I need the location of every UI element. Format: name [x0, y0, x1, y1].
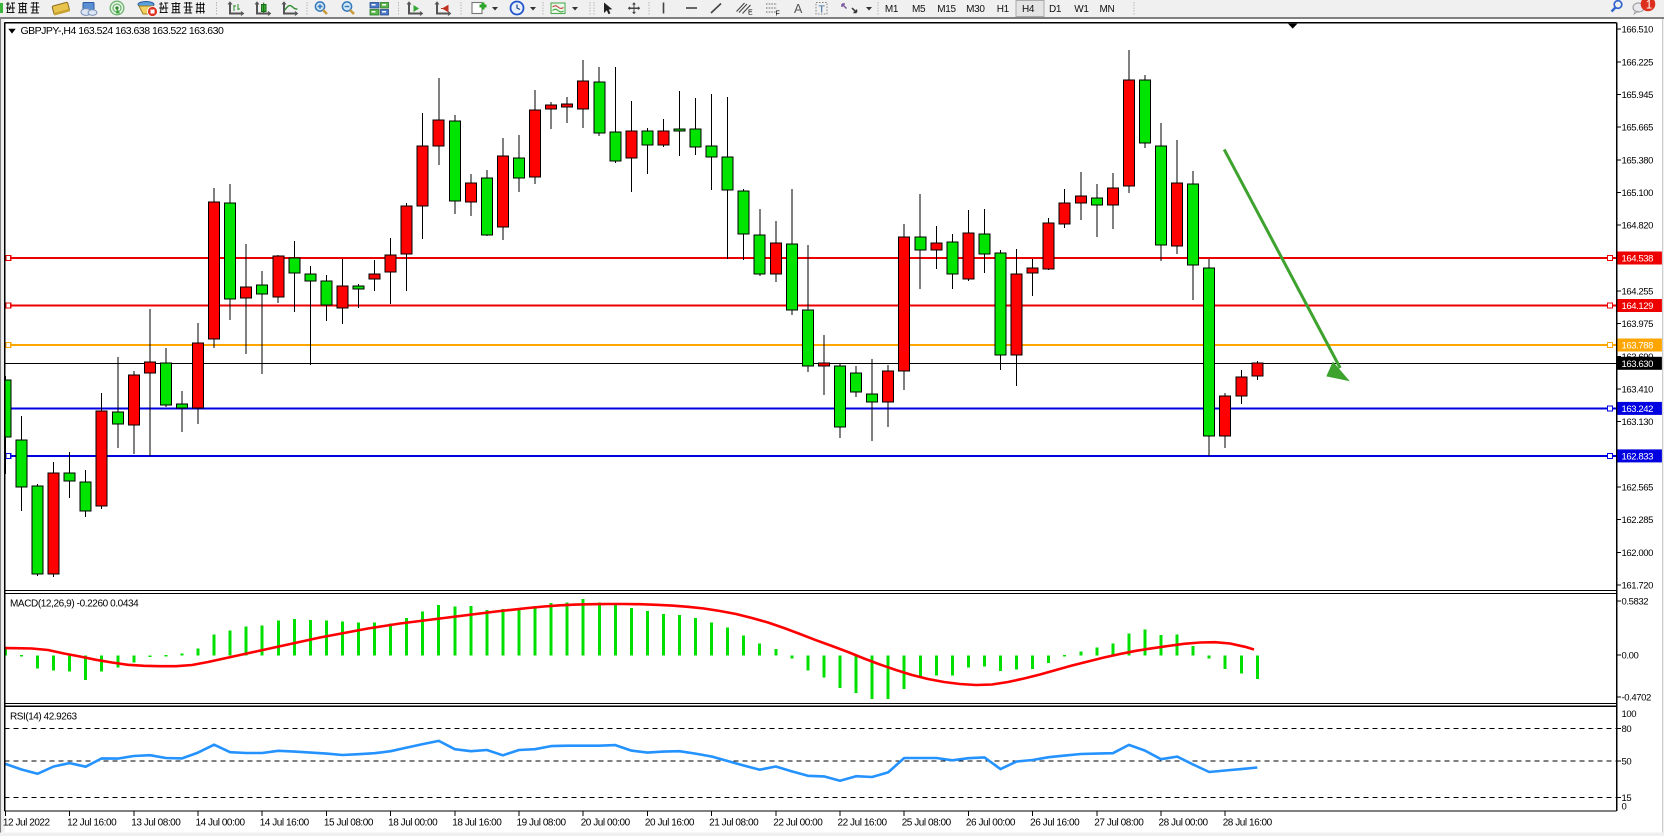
svg-text:165.380: 165.380 — [1622, 156, 1654, 167]
svg-text:165.945: 165.945 — [1622, 90, 1654, 101]
svg-text:166.225: 166.225 — [1622, 58, 1654, 69]
svg-text:A: A — [794, 2, 803, 16]
svg-text:H1: H1 — [997, 4, 1010, 15]
svg-text:163.410: 163.410 — [1622, 384, 1654, 395]
svg-text:22 Jul 00:00: 22 Jul 00:00 — [773, 818, 823, 829]
svg-text:27 Jul 08:00: 27 Jul 08:00 — [1094, 818, 1144, 829]
svg-text:164.255: 164.255 — [1622, 286, 1654, 297]
svg-text:E: E — [748, 10, 753, 17]
svg-text:18 Jul 00:00: 18 Jul 00:00 — [388, 818, 438, 829]
svg-text:162.833: 162.833 — [1622, 451, 1654, 462]
svg-text:15 Jul 08:00: 15 Jul 08:00 — [324, 818, 374, 829]
svg-text:161.720: 161.720 — [1622, 581, 1654, 592]
svg-text:163.630: 163.630 — [1622, 359, 1654, 370]
svg-text:20 Jul 00:00: 20 Jul 00:00 — [581, 818, 631, 829]
svg-text:GBPJPY-,H4 163.524 163.638 16: GBPJPY-,H4 163.524 163.638 163.522 163.6… — [21, 25, 224, 37]
svg-text:RSI(14) 42.9263: RSI(14) 42.9263 — [10, 712, 78, 723]
svg-text:0: 0 — [1622, 802, 1627, 813]
svg-text:M1: M1 — [885, 4, 899, 15]
svg-text:13 Jul 08:00: 13 Jul 08:00 — [131, 818, 181, 829]
svg-text:14 Jul 16:00: 14 Jul 16:00 — [260, 818, 310, 829]
svg-text:26 Jul 00:00: 26 Jul 00:00 — [966, 818, 1016, 829]
svg-text:D1: D1 — [1049, 4, 1062, 15]
svg-text:164.538: 164.538 — [1622, 254, 1654, 265]
svg-text:T: T — [819, 3, 826, 15]
svg-text:15: 15 — [1622, 793, 1632, 804]
svg-text:14 Jul 00:00: 14 Jul 00:00 — [196, 818, 246, 829]
svg-text:28 Jul 16:00: 28 Jul 16:00 — [1223, 818, 1273, 829]
svg-text:165.665: 165.665 — [1622, 123, 1654, 134]
svg-text:12 Jul 16:00: 12 Jul 16:00 — [67, 818, 117, 829]
svg-text:163.130: 163.130 — [1622, 417, 1654, 428]
svg-text:M30: M30 — [966, 4, 985, 15]
svg-text:166.510: 166.510 — [1622, 25, 1654, 36]
svg-text:163.788: 163.788 — [1622, 341, 1654, 352]
svg-text:164.129: 164.129 — [1622, 301, 1654, 312]
svg-text:163.242: 163.242 — [1622, 404, 1654, 415]
svg-text:80: 80 — [1622, 724, 1632, 735]
svg-text:50: 50 — [1622, 756, 1632, 767]
svg-text:21 Jul 08:00: 21 Jul 08:00 — [709, 818, 759, 829]
svg-text:162.565: 162.565 — [1622, 483, 1654, 494]
svg-text:12 Jul 2022: 12 Jul 2022 — [3, 818, 51, 829]
svg-text:18 Jul 16:00: 18 Jul 16:00 — [452, 818, 502, 829]
svg-text:M5: M5 — [912, 4, 926, 15]
svg-text:26 Jul 16:00: 26 Jul 16:00 — [1030, 818, 1080, 829]
svg-text:164.820: 164.820 — [1622, 221, 1654, 232]
svg-text:28 Jul 00:00: 28 Jul 00:00 — [1159, 818, 1209, 829]
svg-text:0.00: 0.00 — [1622, 651, 1639, 662]
svg-text:W1: W1 — [1074, 4, 1089, 15]
svg-text:F: F — [776, 11, 780, 18]
svg-text:1: 1 — [1646, 0, 1652, 12]
svg-text:163.975: 163.975 — [1622, 319, 1654, 330]
svg-text:165.100: 165.100 — [1622, 188, 1654, 199]
svg-text:162.000: 162.000 — [1622, 548, 1654, 559]
svg-text:0.5832: 0.5832 — [1622, 597, 1649, 608]
svg-text:22 Jul 16:00: 22 Jul 16:00 — [838, 818, 888, 829]
svg-text:19 Jul 08:00: 19 Jul 08:00 — [517, 818, 567, 829]
svg-text:-0.4702: -0.4702 — [1622, 692, 1652, 703]
svg-text:MN: MN — [1100, 4, 1115, 15]
svg-text:H4: H4 — [1022, 4, 1035, 15]
svg-text:100: 100 — [1622, 709, 1637, 720]
svg-text:162.285: 162.285 — [1622, 515, 1654, 526]
svg-text:M15: M15 — [937, 4, 956, 15]
svg-text:MACD(12,26,9) -0.2260 0.0434: MACD(12,26,9) -0.2260 0.0434 — [10, 599, 139, 610]
svg-text:20 Jul 16:00: 20 Jul 16:00 — [645, 818, 695, 829]
svg-text:25 Jul 08:00: 25 Jul 08:00 — [902, 818, 952, 829]
